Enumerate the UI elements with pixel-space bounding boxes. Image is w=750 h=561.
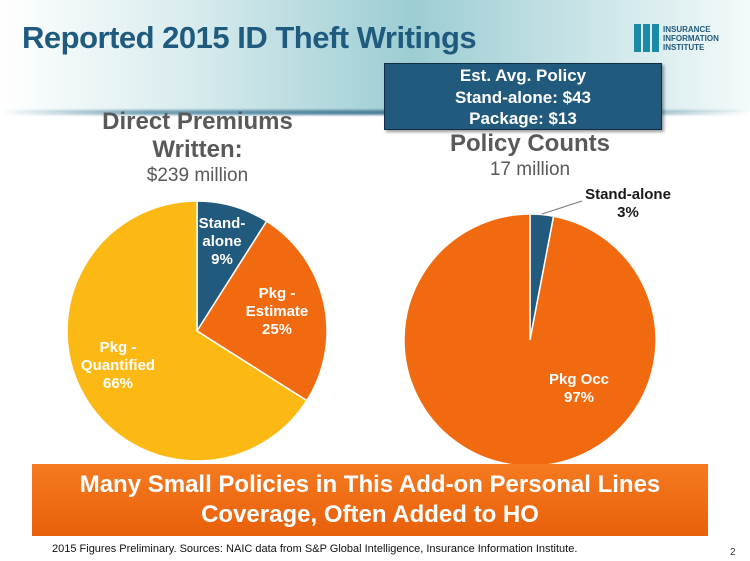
page-number: 2 (730, 547, 736, 558)
iii-logo: INSURANCE INFORMATION INSTITUTE (634, 24, 719, 52)
callout-line: Est. Avg. Policy (459, 66, 587, 85)
slice-label: Pkg Occ 97% (549, 371, 609, 406)
logo-mark-icon (634, 24, 659, 52)
slice-label-line: 25% (262, 321, 292, 338)
summary-banner: Many Small Policies in This Add-on Perso… (32, 464, 708, 536)
slice-label-line: Stand-alone (585, 186, 671, 203)
slice-label-line: Estimate (246, 303, 309, 320)
slice-label: Pkg -Quantified 66% (81, 339, 155, 392)
slice-label-line: alone (202, 233, 241, 250)
slice-label-line: Pkg - (259, 285, 296, 302)
slice-label-line: Stand- (199, 215, 246, 232)
banner-line: Coverage, Often Added to HO (201, 501, 539, 528)
banner-line: Many Small Policies in This Add-on Perso… (79, 471, 661, 498)
footnote: 2015 Figures Preliminary. Sources: NAIC … (52, 543, 578, 555)
logo-text: INSURANCE (663, 24, 711, 34)
slice-label-line: Pkg Occ (549, 371, 609, 388)
slice-label: Pkg -Estimate 25% (246, 285, 309, 338)
slice-label-line: 3% (617, 204, 639, 221)
title-line: Written: (152, 136, 243, 163)
slice-label-line: 97% (564, 389, 594, 406)
slice-label-line: 66% (103, 375, 133, 392)
callout-line: Stand-alone: $43 (454, 87, 592, 107)
right-chart-title: Policy Counts (449, 130, 611, 157)
pie-slice-pkg-quantified (66, 200, 308, 462)
avg-policy-callout: Est. Avg. Policy Stand-alone: $43 Packag… (384, 63, 662, 130)
right-chart-subtitle: 17 million (489, 159, 571, 180)
slice-label-line: Quantified (81, 357, 155, 374)
logo-text: INSTITUTE (663, 42, 705, 52)
pie-slice-pkg-estimate (195, 220, 328, 402)
logo-text: INFORMATION (663, 33, 719, 43)
slice-label: Stand-alone 9% (199, 215, 246, 268)
title-line: Direct Premiums (102, 108, 293, 135)
slice-label: Stand-alone 3% (585, 186, 671, 221)
left-chart-subtitle: $239 million (146, 165, 249, 186)
leader-line (541, 200, 583, 215)
slice-label-line: Pkg - (100, 339, 137, 356)
left-chart-title: Direct Premiums Written: (60, 108, 335, 164)
slice-label-line: 9% (211, 251, 233, 268)
callout-line: Package: $13 (469, 109, 577, 128)
pie-slice-pkg-occ (403, 213, 657, 467)
slide-title: Reported 2015 ID Theft Writings (22, 20, 477, 55)
header-divider (0, 110, 750, 115)
